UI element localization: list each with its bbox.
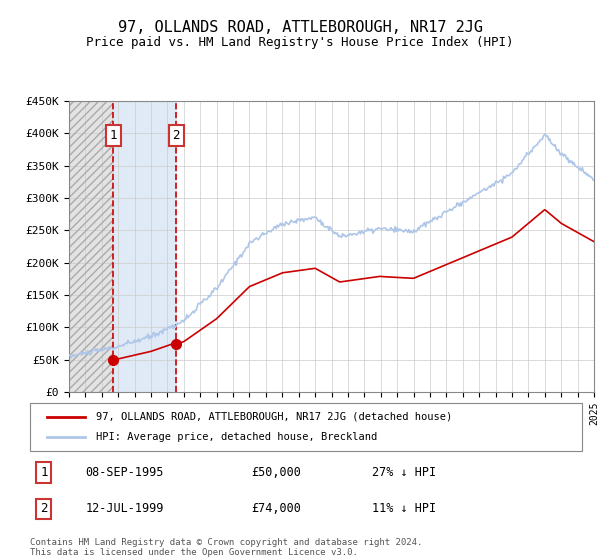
Text: 97, OLLANDS ROAD, ATTLEBOROUGH, NR17 2JG: 97, OLLANDS ROAD, ATTLEBOROUGH, NR17 2JG xyxy=(118,20,482,35)
Text: 97, OLLANDS ROAD, ATTLEBOROUGH, NR17 2JG (detached house): 97, OLLANDS ROAD, ATTLEBOROUGH, NR17 2JG… xyxy=(96,412,452,422)
Text: 27% ↓ HPI: 27% ↓ HPI xyxy=(372,466,436,479)
Bar xyxy=(69,101,113,392)
Text: 1: 1 xyxy=(109,129,117,142)
Text: HPI: Average price, detached house, Breckland: HPI: Average price, detached house, Brec… xyxy=(96,432,377,442)
Text: £50,000: £50,000 xyxy=(251,466,301,479)
Text: 1: 1 xyxy=(40,466,47,479)
Text: 2: 2 xyxy=(173,129,180,142)
Text: Price paid vs. HM Land Registry's House Price Index (HPI): Price paid vs. HM Land Registry's House … xyxy=(86,36,514,49)
Text: 11% ↓ HPI: 11% ↓ HPI xyxy=(372,502,436,515)
Text: 2: 2 xyxy=(40,502,47,515)
Text: 08-SEP-1995: 08-SEP-1995 xyxy=(85,466,164,479)
FancyBboxPatch shape xyxy=(30,403,582,451)
Text: Contains HM Land Registry data © Crown copyright and database right 2024.
This d: Contains HM Land Registry data © Crown c… xyxy=(30,538,422,557)
Text: 12-JUL-1999: 12-JUL-1999 xyxy=(85,502,164,515)
Text: £74,000: £74,000 xyxy=(251,502,301,515)
Bar xyxy=(113,101,176,392)
Bar xyxy=(69,101,113,392)
